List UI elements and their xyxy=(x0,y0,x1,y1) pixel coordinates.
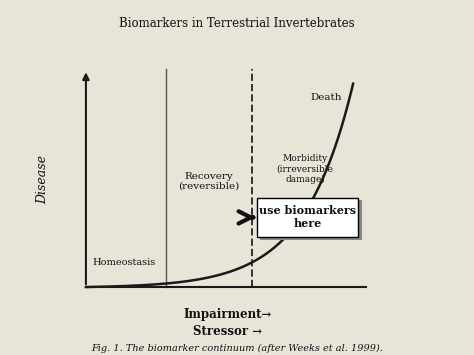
Text: Stressor →: Stressor → xyxy=(193,326,262,338)
Text: use biomarkers
here: use biomarkers here xyxy=(259,206,356,229)
Text: Biomarkers in Terrestrial Invertebrates: Biomarkers in Terrestrial Invertebrates xyxy=(119,17,355,29)
FancyBboxPatch shape xyxy=(260,200,362,240)
Text: Impairment→: Impairment→ xyxy=(183,308,272,321)
FancyBboxPatch shape xyxy=(257,198,358,237)
Text: Homeostasis: Homeostasis xyxy=(93,258,156,267)
Text: Recovery
(reversible): Recovery (reversible) xyxy=(178,171,239,191)
Text: Disease: Disease xyxy=(36,155,49,204)
Text: Death: Death xyxy=(310,93,342,103)
Text: Fig. 1. The biomarker continuum (after Weeks et al. 1999).: Fig. 1. The biomarker continuum (after W… xyxy=(91,344,383,353)
Text: Morbidity
(irreversible
damage): Morbidity (irreversible damage) xyxy=(276,154,333,184)
